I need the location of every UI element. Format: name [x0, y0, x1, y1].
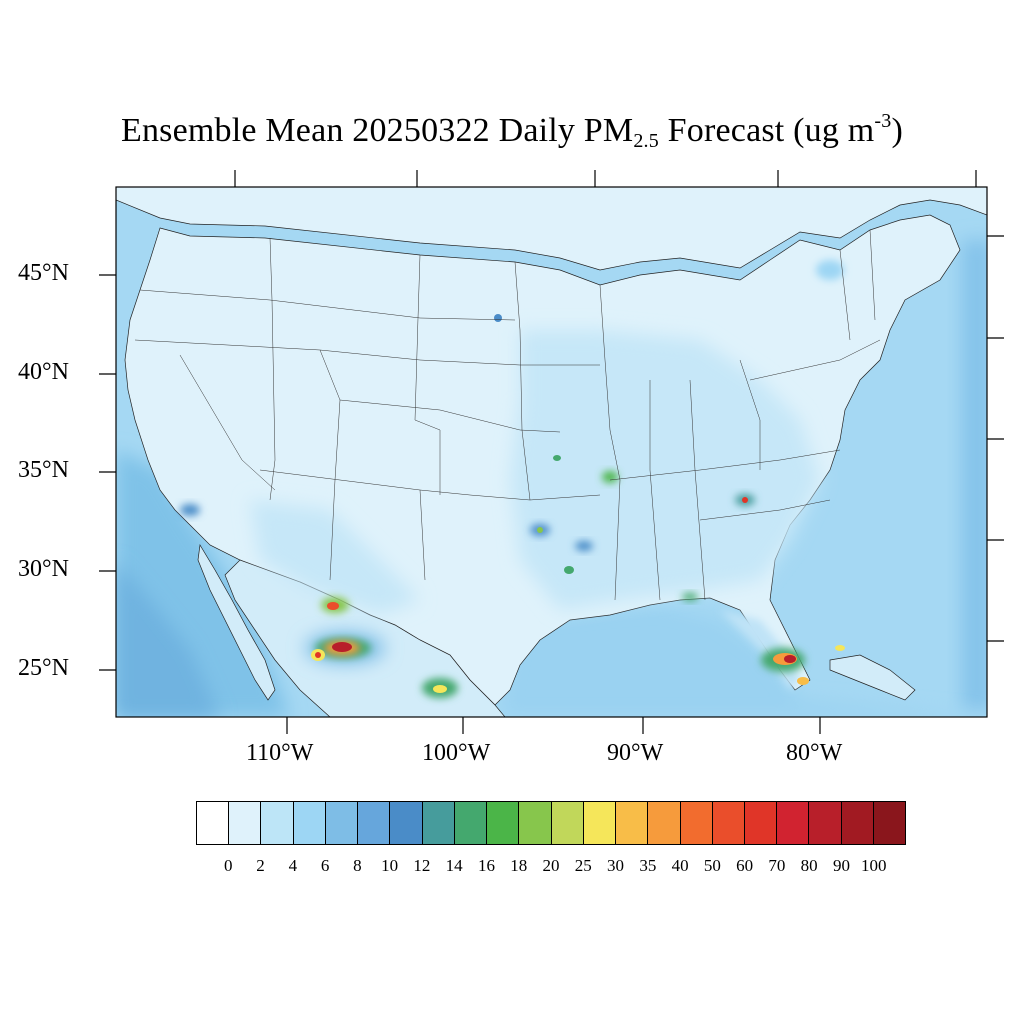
colorbar-box — [809, 802, 842, 844]
map-field — [116, 187, 987, 717]
colorbar-tick-label: 10 — [381, 856, 399, 875]
lat-label-30: 30°N — [18, 556, 69, 582]
lon-label-80w: 80°W — [786, 740, 843, 766]
colorbar-tick-label: 90 — [832, 856, 850, 875]
colorbar-tick-label: 80 — [800, 856, 818, 875]
map-title: Ensemble Mean 20250322 Daily PM2.5 Forec… — [0, 110, 1024, 152]
colorbar-box — [648, 802, 681, 844]
pacific-shading-dark — [116, 560, 220, 717]
colorbar-tick-label: 14 — [445, 856, 463, 875]
right-ticks — [987, 235, 1004, 642]
colorbar-box — [325, 802, 359, 844]
colorbar-box — [777, 802, 810, 844]
colorbar-box — [487, 802, 520, 844]
colorbar-box — [712, 802, 745, 844]
colorbar-tick-label: 35 — [639, 856, 657, 875]
top-ticks — [234, 170, 977, 187]
title-subscript: 2.5 — [633, 130, 659, 152]
colorbar-box — [293, 802, 326, 844]
colorbar-tick-label: 6 — [320, 856, 330, 875]
colorbar-tick-label: 2 — [256, 856, 265, 875]
bottom-ticks — [286, 717, 821, 734]
canada-land — [116, 187, 987, 271]
colorbar-box — [519, 802, 552, 844]
state-boundaries — [134, 229, 881, 601]
colorbar-tick-label: 8 — [353, 856, 362, 875]
colorbar-box — [422, 802, 455, 844]
colorbar-box — [197, 802, 230, 844]
colorbar-tick-label: 4 — [288, 856, 298, 875]
lat-label-35: 35°N — [18, 457, 69, 483]
colorbar-tick-label: 16 — [477, 856, 495, 875]
colorbar-box — [551, 802, 584, 844]
colorbar-tick-label: 60 — [736, 856, 754, 875]
lat-label-25: 25°N — [18, 655, 69, 681]
colorbar-tick-label: 40 — [671, 856, 689, 875]
colorbar-box — [261, 802, 294, 844]
colorbar-box — [358, 802, 391, 844]
colorbar-box — [744, 802, 778, 844]
east-tint — [510, 330, 820, 610]
colorbar-tick-label: 25 — [574, 856, 592, 875]
lat-label-45: 45°N — [18, 260, 69, 286]
colorbar-box — [841, 802, 874, 844]
colorbar — [196, 801, 906, 845]
lat-label-40: 40°N — [18, 359, 69, 385]
colorbar-tick-label: 12 — [413, 856, 431, 875]
colorbar-box — [616, 802, 649, 844]
colorbar-tick-label: 18 — [510, 856, 528, 875]
title-tail: Forecast (ug m — [658, 112, 875, 149]
colorbar-box — [390, 802, 423, 844]
colorbar-tick-label: 70 — [768, 856, 786, 875]
colorbar-box — [680, 802, 713, 844]
baja-land — [197, 543, 276, 701]
colorbar-tick-label: 100 — [860, 856, 887, 875]
lon-label-100w: 100°W — [422, 740, 491, 766]
colorbar-box — [229, 802, 262, 844]
atlantic-shading — [962, 240, 987, 710]
colorbar-box — [583, 802, 617, 844]
colorbar-tick-label: 50 — [703, 856, 721, 875]
gulf-shading — [500, 605, 987, 717]
southwest-tint — [250, 500, 420, 615]
colorbar-tick-label: 20 — [542, 856, 560, 875]
title-main: Ensemble Mean 20250322 Daily PM — [120, 112, 634, 149]
colorbar-box — [873, 802, 906, 844]
cuba-land — [829, 654, 916, 701]
title-close: ) — [891, 112, 904, 149]
pm25-hotspots — [180, 260, 845, 698]
lon-label-110w: 110°W — [246, 740, 314, 766]
left-ticks — [99, 274, 116, 671]
lon-label-90w: 90°W — [607, 740, 664, 766]
colorbar-box — [454, 802, 488, 844]
map-frame — [115, 186, 988, 718]
title-superscript: -3 — [874, 110, 892, 132]
colorbar-tick-label: 0 — [224, 856, 233, 875]
colorbar-tick-label: 30 — [607, 856, 625, 875]
